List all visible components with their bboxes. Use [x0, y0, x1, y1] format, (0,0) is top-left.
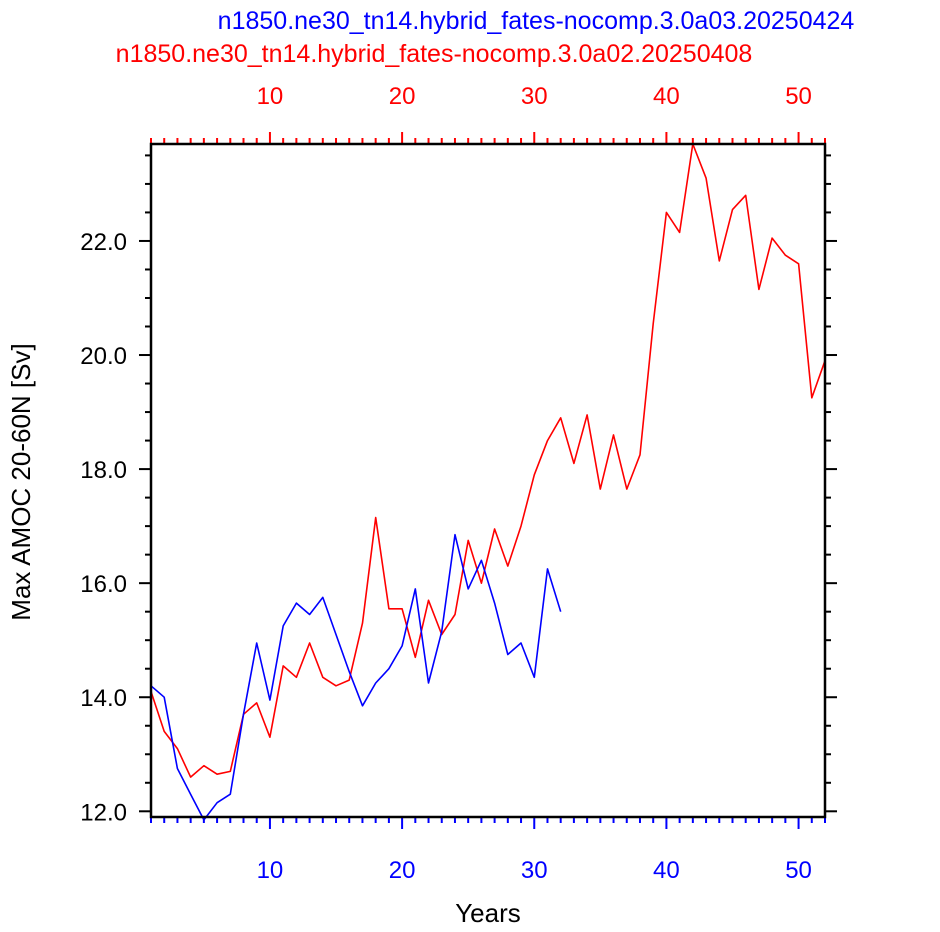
series-line-bottom — [150, 533, 562, 821]
right-y-axis — [825, 154, 837, 813]
series-layer — [150, 143, 826, 821]
left-tick-label: 22.0 — [80, 229, 127, 256]
top-tick-label: 30 — [521, 83, 548, 110]
left-tick-label: 20.0 — [80, 343, 127, 370]
left-tick-label: 18.0 — [80, 457, 127, 484]
y-axis-title: Max AMOC 20-60N [Sv] — [6, 343, 36, 620]
top-tick-label: 10 — [257, 83, 284, 110]
left-tick-label: 16.0 — [80, 571, 127, 598]
bottom-tick-label: 10 — [257, 857, 284, 884]
x-axis-title: Years — [455, 898, 521, 928]
left-y-axis: 12.0 14.0 16.0 18.0 20.0 22.0 — [80, 154, 151, 826]
plot-frame — [149, 142, 827, 819]
top-tick-label: 50 — [785, 83, 812, 110]
bottom-tick-label: 30 — [521, 857, 548, 884]
bottom-x-axis: 10 20 30 40 50 — [150, 817, 826, 884]
top-tick-label: 20 — [389, 83, 416, 110]
bottom-tick-label: 50 — [785, 857, 812, 884]
top-x-axis: 10 20 30 40 50 — [150, 83, 826, 144]
bottom-tick-label: 40 — [653, 857, 680, 884]
chart-title-line-1: n1850.ne30_tn14.hybrid_fates-nocomp.3.0a… — [218, 7, 855, 35]
left-tick-label: 14.0 — [80, 685, 127, 712]
left-tick-label: 12.0 — [80, 799, 127, 826]
series-line-top — [150, 143, 826, 778]
top-tick-label: 40 — [653, 83, 680, 110]
chart-title-line-2: n1850.ne30_tn14.hybrid_fates-nocomp.3.0a… — [116, 40, 753, 68]
bottom-tick-label: 20 — [389, 857, 416, 884]
